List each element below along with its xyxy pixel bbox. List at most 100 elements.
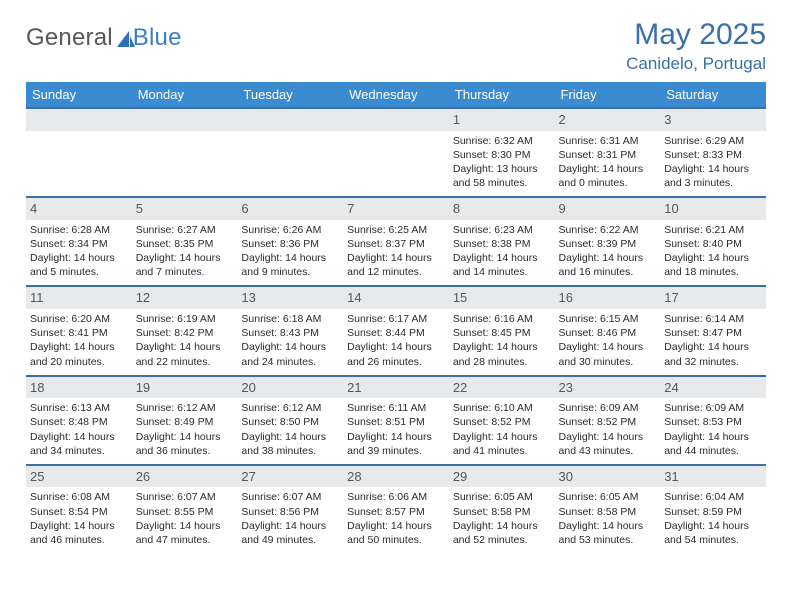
sunset-text: Sunset: 8:35 PM	[136, 237, 235, 251]
sunset-text: Sunset: 8:52 PM	[559, 415, 658, 429]
sunset-text: Sunset: 8:43 PM	[241, 326, 340, 340]
day-details: Sunrise: 6:28 AMSunset: 8:34 PMDaylight:…	[26, 220, 132, 287]
day-details: Sunrise: 6:14 AMSunset: 8:47 PMDaylight:…	[660, 309, 766, 376]
details-row: Sunrise: 6:28 AMSunset: 8:34 PMDaylight:…	[26, 220, 766, 287]
daylight-text: Daylight: 14 hours	[136, 340, 235, 354]
day-number: 30	[555, 465, 661, 488]
daylight-text: and 58 minutes.	[453, 176, 552, 190]
daylight-text: Daylight: 14 hours	[453, 340, 552, 354]
sunrise-text: Sunrise: 6:07 AM	[136, 490, 235, 504]
daylight-text: and 43 minutes.	[559, 444, 658, 458]
sunset-text: Sunset: 8:55 PM	[136, 505, 235, 519]
sunrise-text: Sunrise: 6:06 AM	[347, 490, 446, 504]
day-details: Sunrise: 6:21 AMSunset: 8:40 PMDaylight:…	[660, 220, 766, 287]
day-number: 22	[449, 376, 555, 399]
daylight-text: and 24 minutes.	[241, 355, 340, 369]
day-number: 12	[132, 286, 238, 309]
daylight-text: and 22 minutes.	[136, 355, 235, 369]
day-details	[237, 131, 343, 198]
sunset-text: Sunset: 8:46 PM	[559, 326, 658, 340]
sunrise-text: Sunrise: 6:16 AM	[453, 312, 552, 326]
day-details: Sunrise: 6:12 AMSunset: 8:50 PMDaylight:…	[237, 398, 343, 465]
sunset-text: Sunset: 8:30 PM	[453, 148, 552, 162]
calendar-header: Sunday Monday Tuesday Wednesday Thursday…	[26, 82, 766, 108]
day-number: 8	[449, 197, 555, 220]
sunrise-text: Sunrise: 6:23 AM	[453, 223, 552, 237]
location-subtitle: Canidelo, Portugal	[626, 54, 766, 74]
day-details: Sunrise: 6:26 AMSunset: 8:36 PMDaylight:…	[237, 220, 343, 287]
day-details: Sunrise: 6:13 AMSunset: 8:48 PMDaylight:…	[26, 398, 132, 465]
sunrise-text: Sunrise: 6:10 AM	[453, 401, 552, 415]
sunset-text: Sunset: 8:41 PM	[30, 326, 129, 340]
day-details: Sunrise: 6:31 AMSunset: 8:31 PMDaylight:…	[555, 131, 661, 198]
day-details: Sunrise: 6:23 AMSunset: 8:38 PMDaylight:…	[449, 220, 555, 287]
sunset-text: Sunset: 8:39 PM	[559, 237, 658, 251]
details-row: Sunrise: 6:20 AMSunset: 8:41 PM Daylight:…	[26, 309, 766, 376]
day-details: Sunrise: 6:29 AMSunset: 8:33 PMDaylight:…	[660, 131, 766, 198]
sunset-text: Sunset: 8:58 PM	[559, 505, 658, 519]
day-number: 14	[343, 286, 449, 309]
daylight-text: and 38 minutes.	[241, 444, 340, 458]
title-block: May 2025 Canidelo, Portugal	[626, 18, 766, 74]
sunset-text: Sunset: 8:44 PM	[347, 326, 446, 340]
daylight-text: Daylight: 14 hours	[347, 430, 446, 444]
sunset-text: Sunset: 8:52 PM	[453, 415, 552, 429]
calendar-body: 123Sunrise: 6:32 AMSunset: 8:30 PMDaylig…	[26, 108, 766, 553]
daylight-text: Daylight: 14 hours	[453, 430, 552, 444]
sunrise-text: Sunrise: 6:13 AM	[30, 401, 129, 415]
daylight-text: Daylight: 14 hours	[559, 251, 658, 265]
daylight-text: and 7 minutes.	[136, 265, 235, 279]
weekday-fri: Friday	[555, 82, 661, 108]
calendar-page: General Blue May 2025 Canidelo, Portugal…	[0, 0, 792, 612]
day-number	[237, 108, 343, 131]
daylight-text: and 41 minutes.	[453, 444, 552, 458]
sunrise-text: Sunrise: 6:31 AM	[559, 134, 658, 148]
day-number: 28	[343, 465, 449, 488]
header-row: General Blue May 2025 Canidelo, Portugal	[26, 18, 766, 74]
day-details: Sunrise: 6:19 AMSunset: 8:42 PMDaylight:…	[132, 309, 238, 376]
day-number: 15	[449, 286, 555, 309]
weekday-mon: Monday	[132, 82, 238, 108]
sunrise-text: Sunrise: 6:09 AM	[559, 401, 658, 415]
day-details: Sunrise: 6:05 AMSunset: 8:58 PMDaylight:…	[555, 487, 661, 553]
day-number: 31	[660, 465, 766, 488]
day-number: 19	[132, 376, 238, 399]
sunrise-text: Sunrise: 6:08 AM	[30, 490, 129, 504]
daylight-text: Daylight: 14 hours	[453, 251, 552, 265]
sunrise-text: Sunrise: 6:20 AM	[30, 312, 129, 326]
calendar-table: Sunday Monday Tuesday Wednesday Thursday…	[26, 82, 766, 553]
day-number: 17	[660, 286, 766, 309]
daylight-text: and 44 minutes.	[664, 444, 763, 458]
day-number	[343, 108, 449, 131]
daynum-row: 45678910	[26, 197, 766, 220]
daylight-text: and 36 minutes.	[136, 444, 235, 458]
month-title: May 2025	[626, 18, 766, 52]
daylight-text: and 34 minutes.	[30, 444, 129, 458]
sunrise-text: Sunrise: 6:26 AM	[241, 223, 340, 237]
day-number: 9	[555, 197, 661, 220]
sunrise-text: Sunrise: 6:14 AM	[664, 312, 763, 326]
day-number: 10	[660, 197, 766, 220]
daylight-text: Daylight: 14 hours	[241, 430, 340, 444]
daylight-text: and 20 minutes.	[30, 355, 129, 369]
sunrise-text: Sunrise: 6:22 AM	[559, 223, 658, 237]
daylight-text: Daylight: 14 hours	[559, 162, 658, 176]
daylight-text: Daylight: 14 hours	[30, 519, 129, 533]
daylight-text: and 18 minutes.	[664, 265, 763, 279]
sunset-text: Sunset: 8:31 PM	[559, 148, 658, 162]
sunset-text: Sunset: 8:56 PM	[241, 505, 340, 519]
day-number: 5	[132, 197, 238, 220]
sunset-text: Sunset: 8:49 PM	[136, 415, 235, 429]
sunrise-text: Sunrise: 6:25 AM	[347, 223, 446, 237]
daylight-text: Daylight: 14 hours	[453, 519, 552, 533]
daylight-text: and 32 minutes.	[664, 355, 763, 369]
sunset-text: Sunset: 8:37 PM	[347, 237, 446, 251]
weekday-thu: Thursday	[449, 82, 555, 108]
sunrise-text: Sunrise: 6:29 AM	[664, 134, 763, 148]
sunset-text: Sunset: 8:33 PM	[664, 148, 763, 162]
details-row: Sunrise: 6:13 AMSunset: 8:48 PMDaylight:…	[26, 398, 766, 465]
daynum-row: 25262728293031	[26, 465, 766, 488]
daylight-text: and 5 minutes.	[30, 265, 129, 279]
day-number: 4	[26, 197, 132, 220]
sunrise-text: Sunrise: 6:05 AM	[559, 490, 658, 504]
